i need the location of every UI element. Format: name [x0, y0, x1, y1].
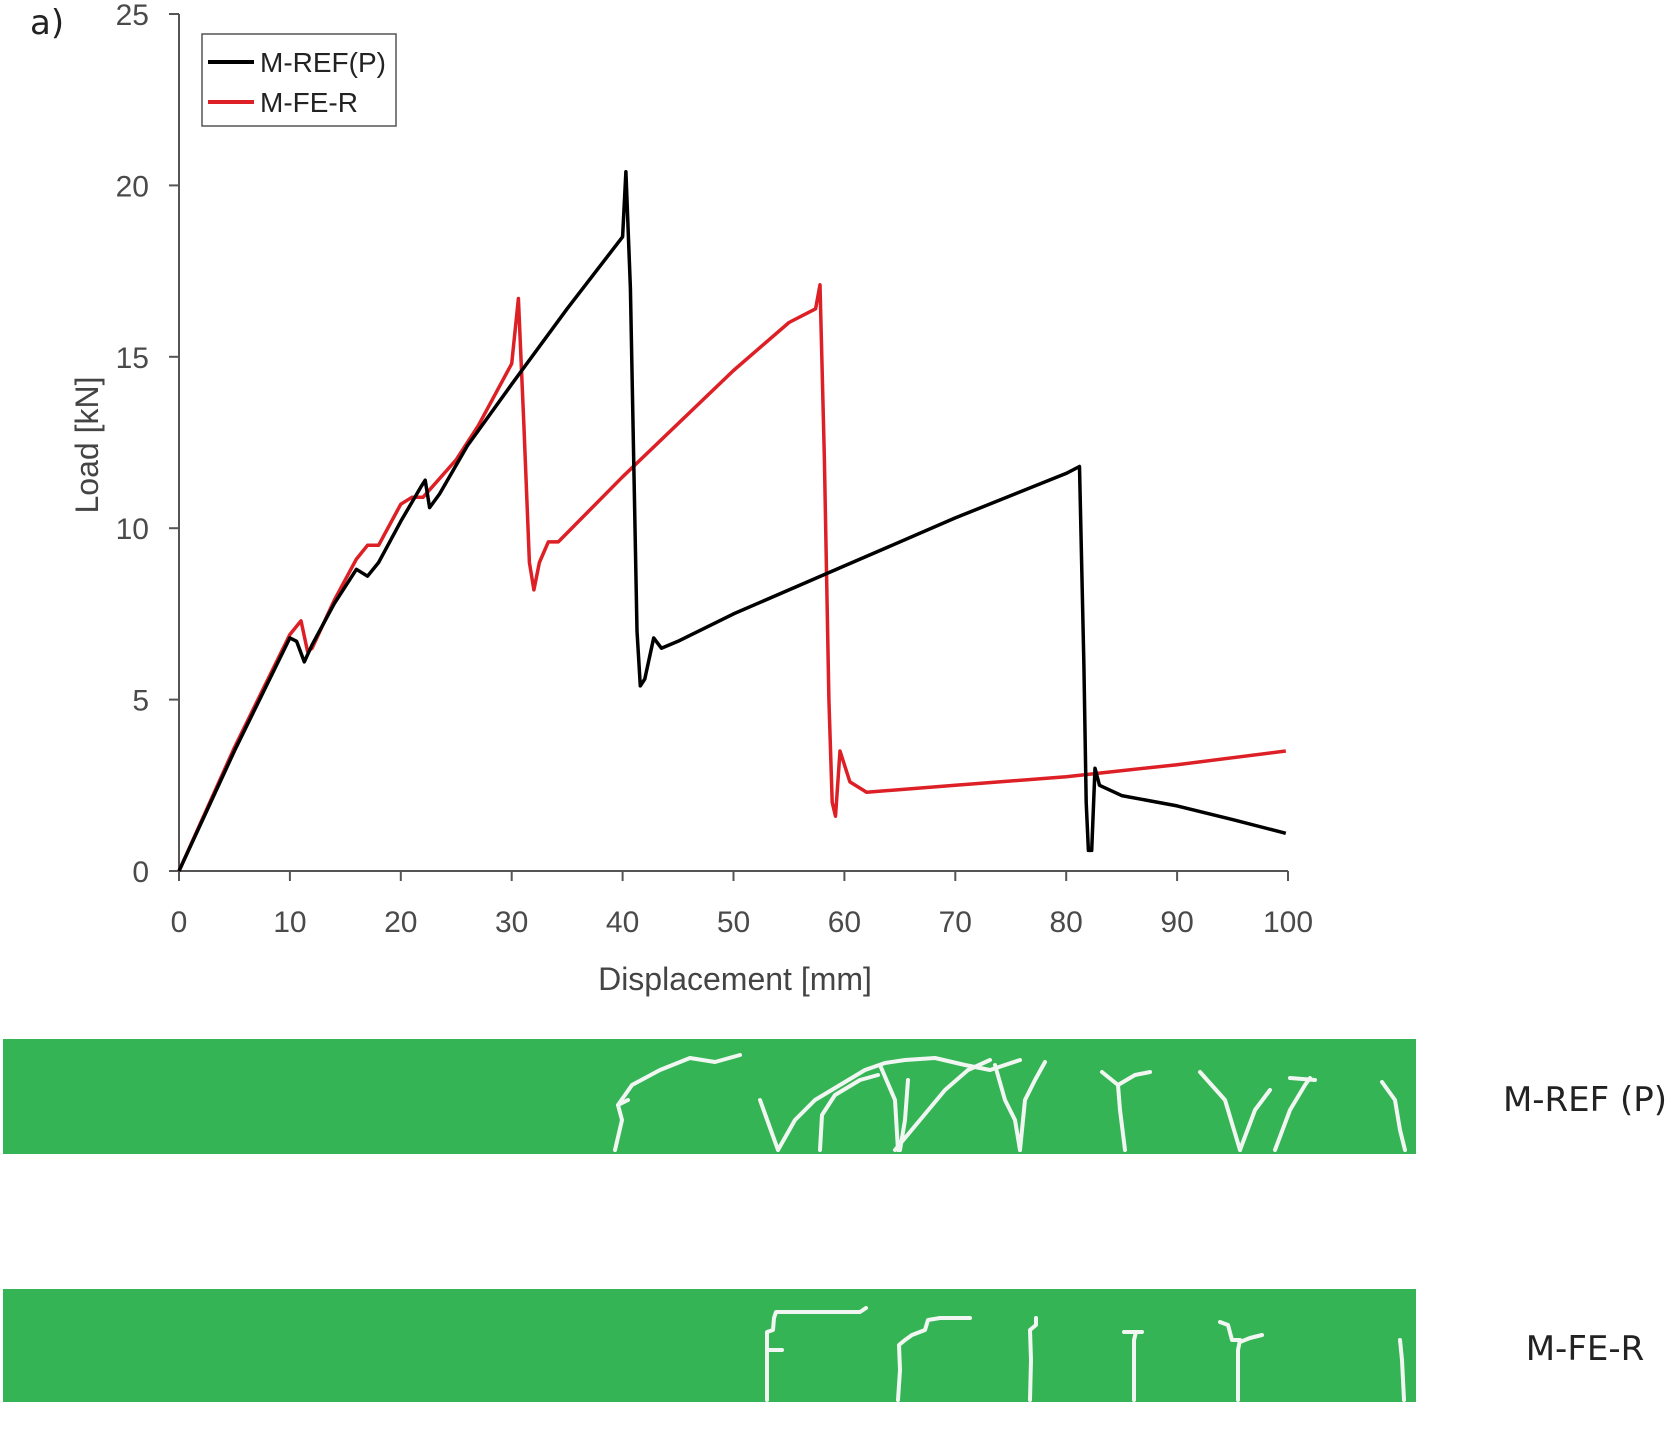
- crack-pattern-m-fe-r: [765, 1306, 1406, 1402]
- y-tick-label: 5: [132, 685, 149, 718]
- series-line-m-ref-p: [177, 169, 1287, 872]
- beam-label-m-fe-r: M-FE-R: [1526, 1329, 1645, 1369]
- y-tick-label: 10: [116, 513, 149, 546]
- crack-pattern-m-ref-p: [613, 1053, 1407, 1152]
- y-tick-label: 15: [116, 342, 149, 375]
- chart-axes: [178, 14, 1288, 872]
- x-tick-label: 20: [384, 906, 417, 939]
- legend-label-m-fe-r: M-FE-R: [260, 87, 358, 118]
- x-tick-label: 80: [1050, 906, 1083, 939]
- load-displacement-chart: 0 10 20 30 40 50 60 70 80 90 100 0 5 10 15 20 25 Displac…: [69, 0, 1313, 997]
- y-tick-label: 20: [116, 170, 149, 203]
- x-tick-label: 100: [1263, 906, 1313, 939]
- beam-m-fe-r: [3, 1289, 1416, 1402]
- x-axis-title: Displacement [mm]: [598, 961, 872, 997]
- x-tick-label: 70: [939, 906, 972, 939]
- y-tick-label: 25: [116, 0, 149, 32]
- chart-series: [177, 169, 1287, 872]
- beam-m-ref-p: [3, 1039, 1416, 1154]
- chart-ticks: 0 10 20 30 40 50 60 70 80 90 100 0 5 10 15 20 25: [116, 0, 1313, 939]
- x-tick-label: 0: [171, 906, 188, 939]
- beam-label-m-ref-p: M-REF (P): [1503, 1080, 1667, 1120]
- x-tick-label: 50: [717, 906, 750, 939]
- panel-label-a: a): [30, 3, 64, 43]
- y-axis-title: Load [kN]: [69, 377, 105, 514]
- x-tick-label: 10: [273, 906, 306, 939]
- x-tick-label: 60: [828, 906, 861, 939]
- beam-panel-c: c) M-FE-R: [3, 1289, 1644, 1402]
- x-tick-label: 40: [606, 906, 639, 939]
- y-tick-label: 0: [132, 856, 149, 889]
- legend-box: [201, 33, 397, 127]
- beam-panel-b: b) M-REF (P): [3, 1039, 1667, 1154]
- x-tick-label: 90: [1160, 906, 1193, 939]
- chart-legend: M-REF(P) M-FE-R: [201, 33, 397, 127]
- series-line-m-fe-r: [177, 283, 1287, 872]
- legend-label-m-ref-p: M-REF(P): [260, 47, 386, 78]
- x-tick-label: 30: [495, 906, 528, 939]
